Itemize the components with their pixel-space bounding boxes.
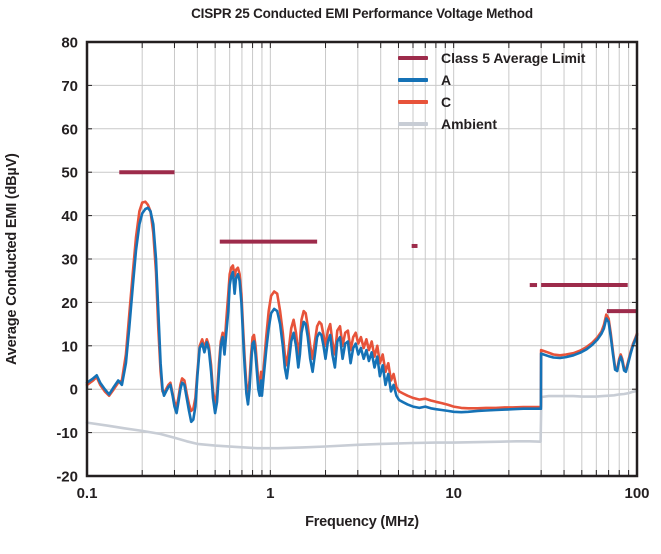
y-tick-label: -10 [56, 425, 78, 442]
y-tick-label: 60 [61, 121, 78, 138]
legend-swatch-ambient [398, 122, 428, 126]
chart-title: CISPR 25 Conducted EMI Performance Volta… [191, 6, 533, 21]
y-axis-label: Average Conducted EMI (dBµV) [4, 153, 20, 365]
x-axis-label: Frequency (MHz) [305, 514, 419, 530]
series-ambient [85, 389, 639, 450]
legend-label: Ambient [441, 116, 497, 132]
x-tick-label: 10 [445, 485, 462, 502]
legend-item: Ambient [398, 113, 585, 135]
series-a [85, 206, 639, 424]
legend-label: Class 5 Average Limit [441, 50, 586, 66]
y-tick-label: 80 [61, 35, 78, 52]
y-tick-label: 70 [61, 78, 78, 95]
legend: Class 5 Average Limit A C Ambient [398, 47, 585, 135]
x-tick-label: 0.1 [77, 485, 98, 502]
legend-label: A [441, 72, 452, 88]
legend-item: A [398, 69, 585, 91]
y-tick-label: 20 [61, 295, 78, 312]
series-c [85, 200, 639, 413]
legend-label: C [441, 94, 452, 110]
y-tick-label: 30 [61, 252, 78, 269]
x-tick-label: 100 [624, 485, 649, 502]
y-tick-label: 0 [70, 382, 78, 399]
x-tick-label: 1 [266, 485, 274, 502]
y-tick-label: 40 [61, 208, 78, 225]
legend-swatch-a [398, 78, 428, 82]
y-tick-label: 10 [61, 338, 78, 355]
legend-item: C [398, 91, 585, 113]
y-tick-label: 50 [61, 165, 78, 182]
legend-swatch-limit [398, 56, 428, 60]
legend-swatch-c [398, 100, 428, 104]
legend-item: Class 5 Average Limit [398, 47, 585, 69]
y-tick-label: -20 [56, 469, 78, 486]
